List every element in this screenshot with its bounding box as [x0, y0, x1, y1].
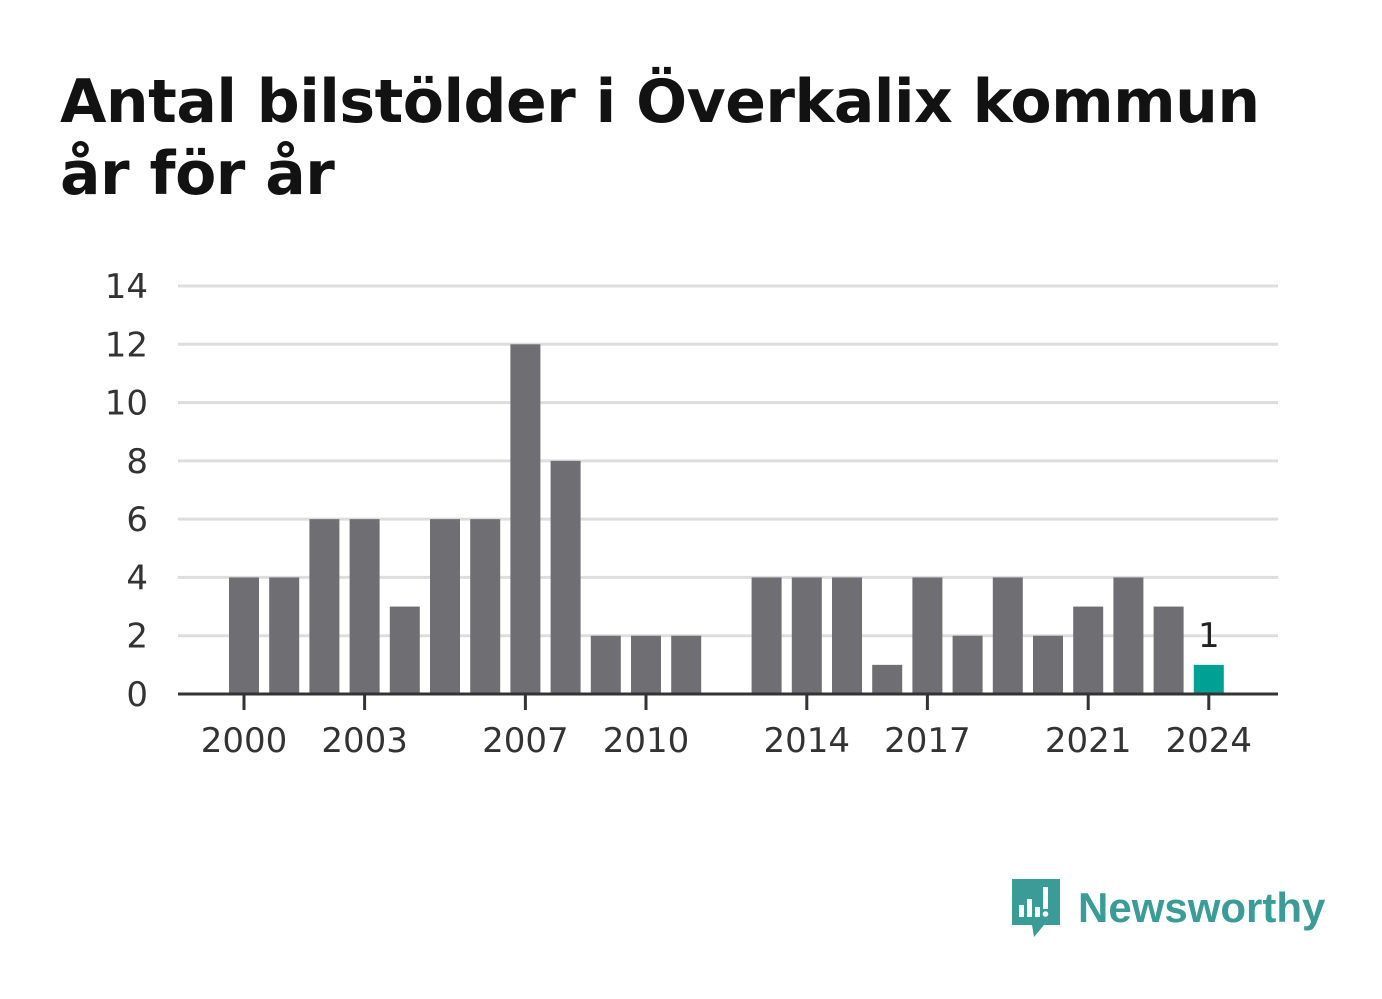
bar-2013: [751, 577, 782, 694]
x-tick-label: 2014: [764, 721, 851, 761]
y-tick-label: 8: [126, 442, 148, 482]
bar-2003: [349, 519, 380, 694]
bar-2020: [1033, 635, 1063, 694]
data-label-2024: 1: [1198, 616, 1220, 656]
y-tick-label: 0: [126, 675, 148, 715]
y-axis-ticks: 0 2 4 6 8 10 12 14: [105, 267, 148, 715]
bar-2007: [510, 344, 541, 694]
bar-2000: [229, 577, 259, 694]
chart-title: Antal bilstölder i Överkalix kommun år f…: [60, 67, 1260, 209]
newsworthy-logo-icon: [1012, 879, 1060, 937]
y-tick-label: 12: [105, 325, 148, 365]
bar-series: [229, 344, 1224, 694]
bar-2006: [470, 519, 501, 694]
bar-2005: [430, 519, 460, 694]
bar-2002: [309, 519, 340, 694]
bar-2022: [1113, 577, 1144, 694]
bar-2011: [671, 635, 702, 694]
brand-logo: Newsworthy: [1010, 876, 1325, 940]
x-tick-label: 2003: [321, 721, 408, 761]
x-axis: 2000 2003 2007 2010 2014 2017 2021 2024: [178, 692, 1278, 761]
bar-2004: [389, 606, 420, 694]
x-tick-label: 2021: [1045, 721, 1132, 761]
brand-name: Newsworthy: [1078, 884, 1326, 931]
bar-2010: [631, 635, 661, 694]
bar-2021: [1073, 606, 1104, 694]
bar-2016: [872, 664, 903, 694]
x-tick-label: 2000: [201, 721, 288, 761]
bar-2024: [1193, 664, 1224, 694]
x-tick-label: 2017: [884, 721, 971, 761]
x-tick-label: 2010: [603, 721, 690, 761]
y-tick-label: 10: [105, 384, 148, 424]
y-tick-label: 6: [126, 500, 148, 540]
x-tick-label: 2024: [1166, 721, 1253, 761]
data-labels: 1: [1198, 616, 1220, 656]
x-tick-label: 2007: [482, 721, 569, 761]
bar-2009: [590, 635, 621, 694]
bar-2019: [992, 577, 1023, 694]
bar-2008: [550, 460, 581, 694]
y-tick-label: 2: [126, 617, 148, 657]
bar-2017: [912, 577, 943, 694]
y-tick-label: 4: [126, 558, 148, 598]
bar-2015: [832, 577, 862, 694]
bar-2018: [952, 635, 983, 694]
y-tick-label: 14: [105, 267, 148, 307]
bar-2023: [1153, 606, 1184, 694]
bar-2014: [791, 577, 822, 694]
gridlines: [178, 284, 1278, 638]
bar-2001: [269, 577, 300, 694]
